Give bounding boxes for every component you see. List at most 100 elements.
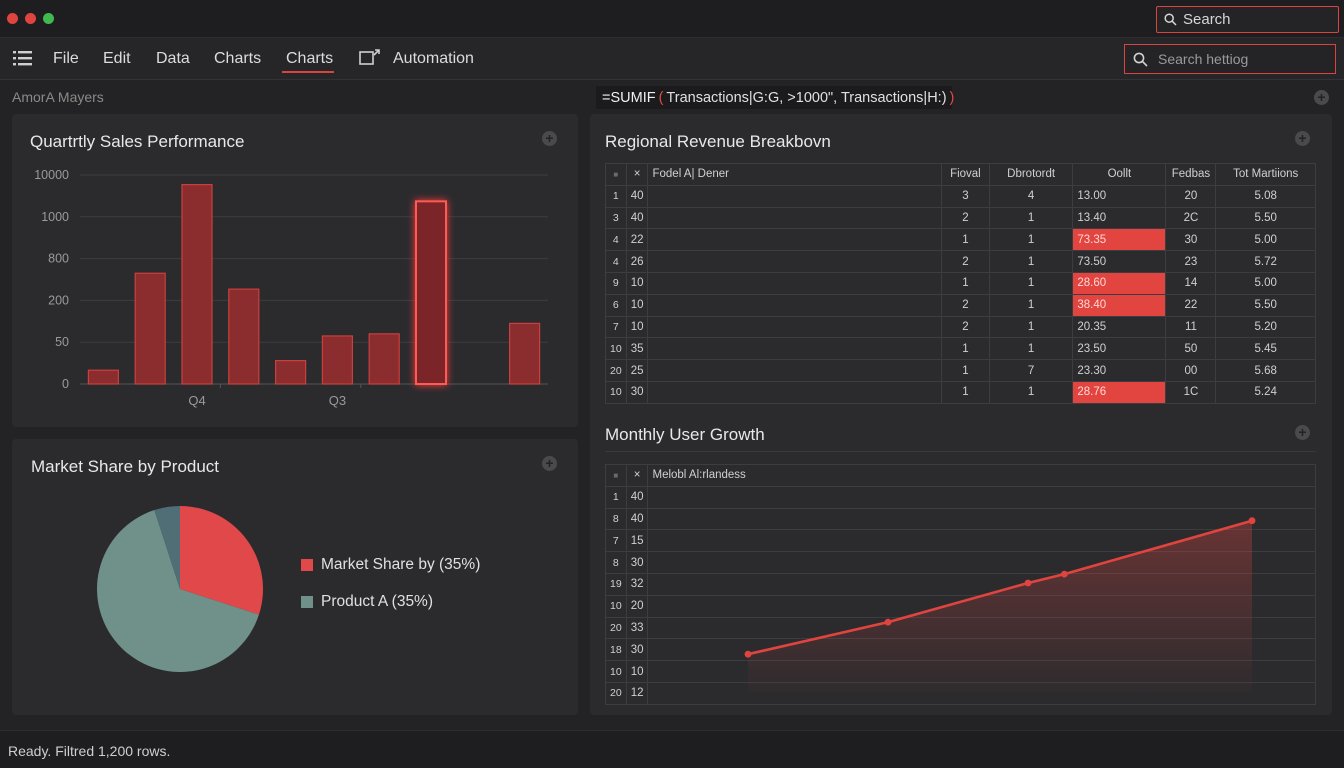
table-cell[interactable]: 25: [625, 359, 649, 382]
table-cell[interactable]: 30: [625, 551, 649, 574]
table-cell[interactable]: 11: [1165, 315, 1217, 339]
hamburger-menu-icon[interactable]: [13, 50, 33, 66]
table-cell[interactable]: 30: [1165, 228, 1217, 252]
table-row[interactable]: 19 32: [605, 572, 1316, 596]
table-cell[interactable]: 7: [605, 315, 627, 339]
table-cell[interactable]: 73.50: [1072, 250, 1167, 273]
table-cell[interactable]: 23: [1165, 250, 1217, 273]
table-cell[interactable]: 5.50: [1215, 206, 1316, 230]
table-cell[interactable]: 2: [940, 293, 990, 317]
table-cell[interactable]: 1: [988, 315, 1074, 339]
table-row[interactable]: 10 10: [605, 660, 1316, 683]
growth-header-cell[interactable]: Melobl Al:rlandess: [647, 464, 1316, 487]
table-cell[interactable]: 15: [625, 529, 649, 553]
table-cell[interactable]: 5.45: [1215, 337, 1316, 361]
table-cell[interactable]: 7: [988, 359, 1074, 382]
table-cell[interactable]: 2: [940, 315, 990, 339]
table-row[interactable]: 1 40: [605, 485, 1316, 509]
table-cell[interactable]: [647, 638, 1316, 662]
table-cell[interactable]: 4: [988, 184, 1074, 208]
menu-data[interactable]: Data: [156, 50, 190, 67]
table-cell[interactable]: 20: [625, 594, 649, 618]
table-cell[interactable]: 30: [625, 638, 649, 662]
table-cell[interactable]: 20: [1165, 184, 1217, 208]
table-cell[interactable]: 13.40: [1072, 206, 1167, 230]
table-cell[interactable]: 6: [605, 293, 627, 317]
table-cell[interactable]: 12: [625, 681, 649, 705]
table-row[interactable]: 1 40 3 4 13.00 20 5.08: [605, 184, 1316, 208]
table-cell[interactable]: [647, 594, 1316, 618]
table-cell[interactable]: 1: [940, 380, 990, 404]
table-cell[interactable]: 3: [940, 184, 990, 208]
table-cell[interactable]: [647, 529, 1316, 553]
table-cell[interactable]: 26: [625, 250, 649, 273]
table-cell[interactable]: 2C: [1165, 206, 1217, 230]
table-cell[interactable]: 1: [605, 485, 627, 509]
table-cell[interactable]: 18: [605, 638, 627, 662]
menu-file[interactable]: File: [53, 50, 79, 67]
table-cell[interactable]: 1: [988, 250, 1074, 273]
regional-header-cell[interactable]: Tot Martiions: [1215, 163, 1316, 186]
table-cell[interactable]: 10: [605, 660, 627, 683]
table-cell[interactable]: 22: [625, 228, 649, 252]
table-cell[interactable]: 30: [625, 380, 649, 404]
growth-panel-add-icon[interactable]: +: [1295, 425, 1310, 440]
growth-header-cell[interactable]: ×: [625, 464, 649, 487]
table-cell[interactable]: [647, 681, 1316, 705]
table-cell[interactable]: 1: [940, 337, 990, 361]
table-row[interactable]: 6 10 2 1 38.40 22 5.50: [605, 293, 1316, 317]
table-cell[interactable]: 10: [605, 380, 627, 404]
table-cell[interactable]: [647, 572, 1316, 596]
table-cell[interactable]: 1: [988, 380, 1074, 404]
table-cell[interactable]: 4: [605, 228, 627, 252]
table-row[interactable]: 4 26 2 1 73.50 23 5.72: [605, 250, 1316, 273]
table-cell[interactable]: 23.50: [1072, 337, 1167, 361]
table-cell[interactable]: [647, 359, 942, 382]
table-cell[interactable]: 1: [940, 359, 990, 382]
menu-charts-active[interactable]: Charts: [286, 50, 334, 67]
table-cell[interactable]: 5.72: [1215, 250, 1316, 273]
table-cell[interactable]: 5.24: [1215, 380, 1316, 404]
table-row[interactable]: 20 12: [605, 681, 1316, 705]
formula-bar[interactable]: =SUMIF ( Transactions|G:G, >1000", Trans…: [596, 86, 954, 109]
regional-header-cell[interactable]: Oollt: [1072, 163, 1167, 186]
regional-header-cell[interactable]: ■: [605, 163, 627, 186]
regional-header-cell[interactable]: Fedbas: [1165, 163, 1217, 186]
regional-header-cell[interactable]: ×: [625, 163, 649, 186]
table-cell[interactable]: 5.68: [1215, 359, 1316, 382]
menu-charts[interactable]: Charts: [214, 50, 262, 67]
table-cell[interactable]: 1: [988, 206, 1074, 230]
menu-edit[interactable]: Edit: [103, 50, 131, 67]
table-cell[interactable]: 1: [988, 293, 1074, 317]
table-cell[interactable]: 8: [605, 551, 627, 574]
minimize-window-button[interactable]: [25, 13, 36, 24]
table-cell[interactable]: 40: [625, 485, 649, 509]
table-cell[interactable]: 10: [605, 337, 627, 361]
table-cell[interactable]: 9: [605, 271, 627, 295]
table-cell[interactable]: 35: [625, 337, 649, 361]
sales-panel-add-icon[interactable]: +: [542, 131, 557, 146]
menu-automation[interactable]: Automation: [393, 50, 474, 67]
table-cell[interactable]: [647, 228, 942, 252]
table-row[interactable]: 10 35 1 1 23.50 50 5.45: [605, 337, 1316, 361]
table-cell[interactable]: 73.35: [1072, 228, 1167, 252]
table-cell[interactable]: 14: [1165, 271, 1217, 295]
table-row[interactable]: 4 22 1 1 73.35 30 5.00: [605, 228, 1316, 252]
maximize-window-button[interactable]: [43, 13, 54, 24]
table-row[interactable]: 7 15: [605, 529, 1316, 553]
table-cell[interactable]: 20: [605, 681, 627, 705]
table-cell[interactable]: 1: [988, 228, 1074, 252]
table-cell[interactable]: 19: [605, 572, 627, 596]
table-cell[interactable]: [647, 250, 942, 273]
table-row[interactable]: 18 30: [605, 638, 1316, 662]
table-row[interactable]: 8 40: [605, 507, 1316, 531]
table-cell[interactable]: 10: [625, 315, 649, 339]
close-window-button[interactable]: [7, 13, 18, 24]
table-cell[interactable]: [647, 315, 942, 339]
table-cell[interactable]: [647, 485, 1316, 509]
table-cell[interactable]: 32: [625, 572, 649, 596]
table-row[interactable]: 20 33: [605, 616, 1316, 640]
table-cell[interactable]: [647, 271, 942, 295]
table-cell[interactable]: [647, 293, 942, 317]
table-cell[interactable]: 10: [605, 594, 627, 618]
